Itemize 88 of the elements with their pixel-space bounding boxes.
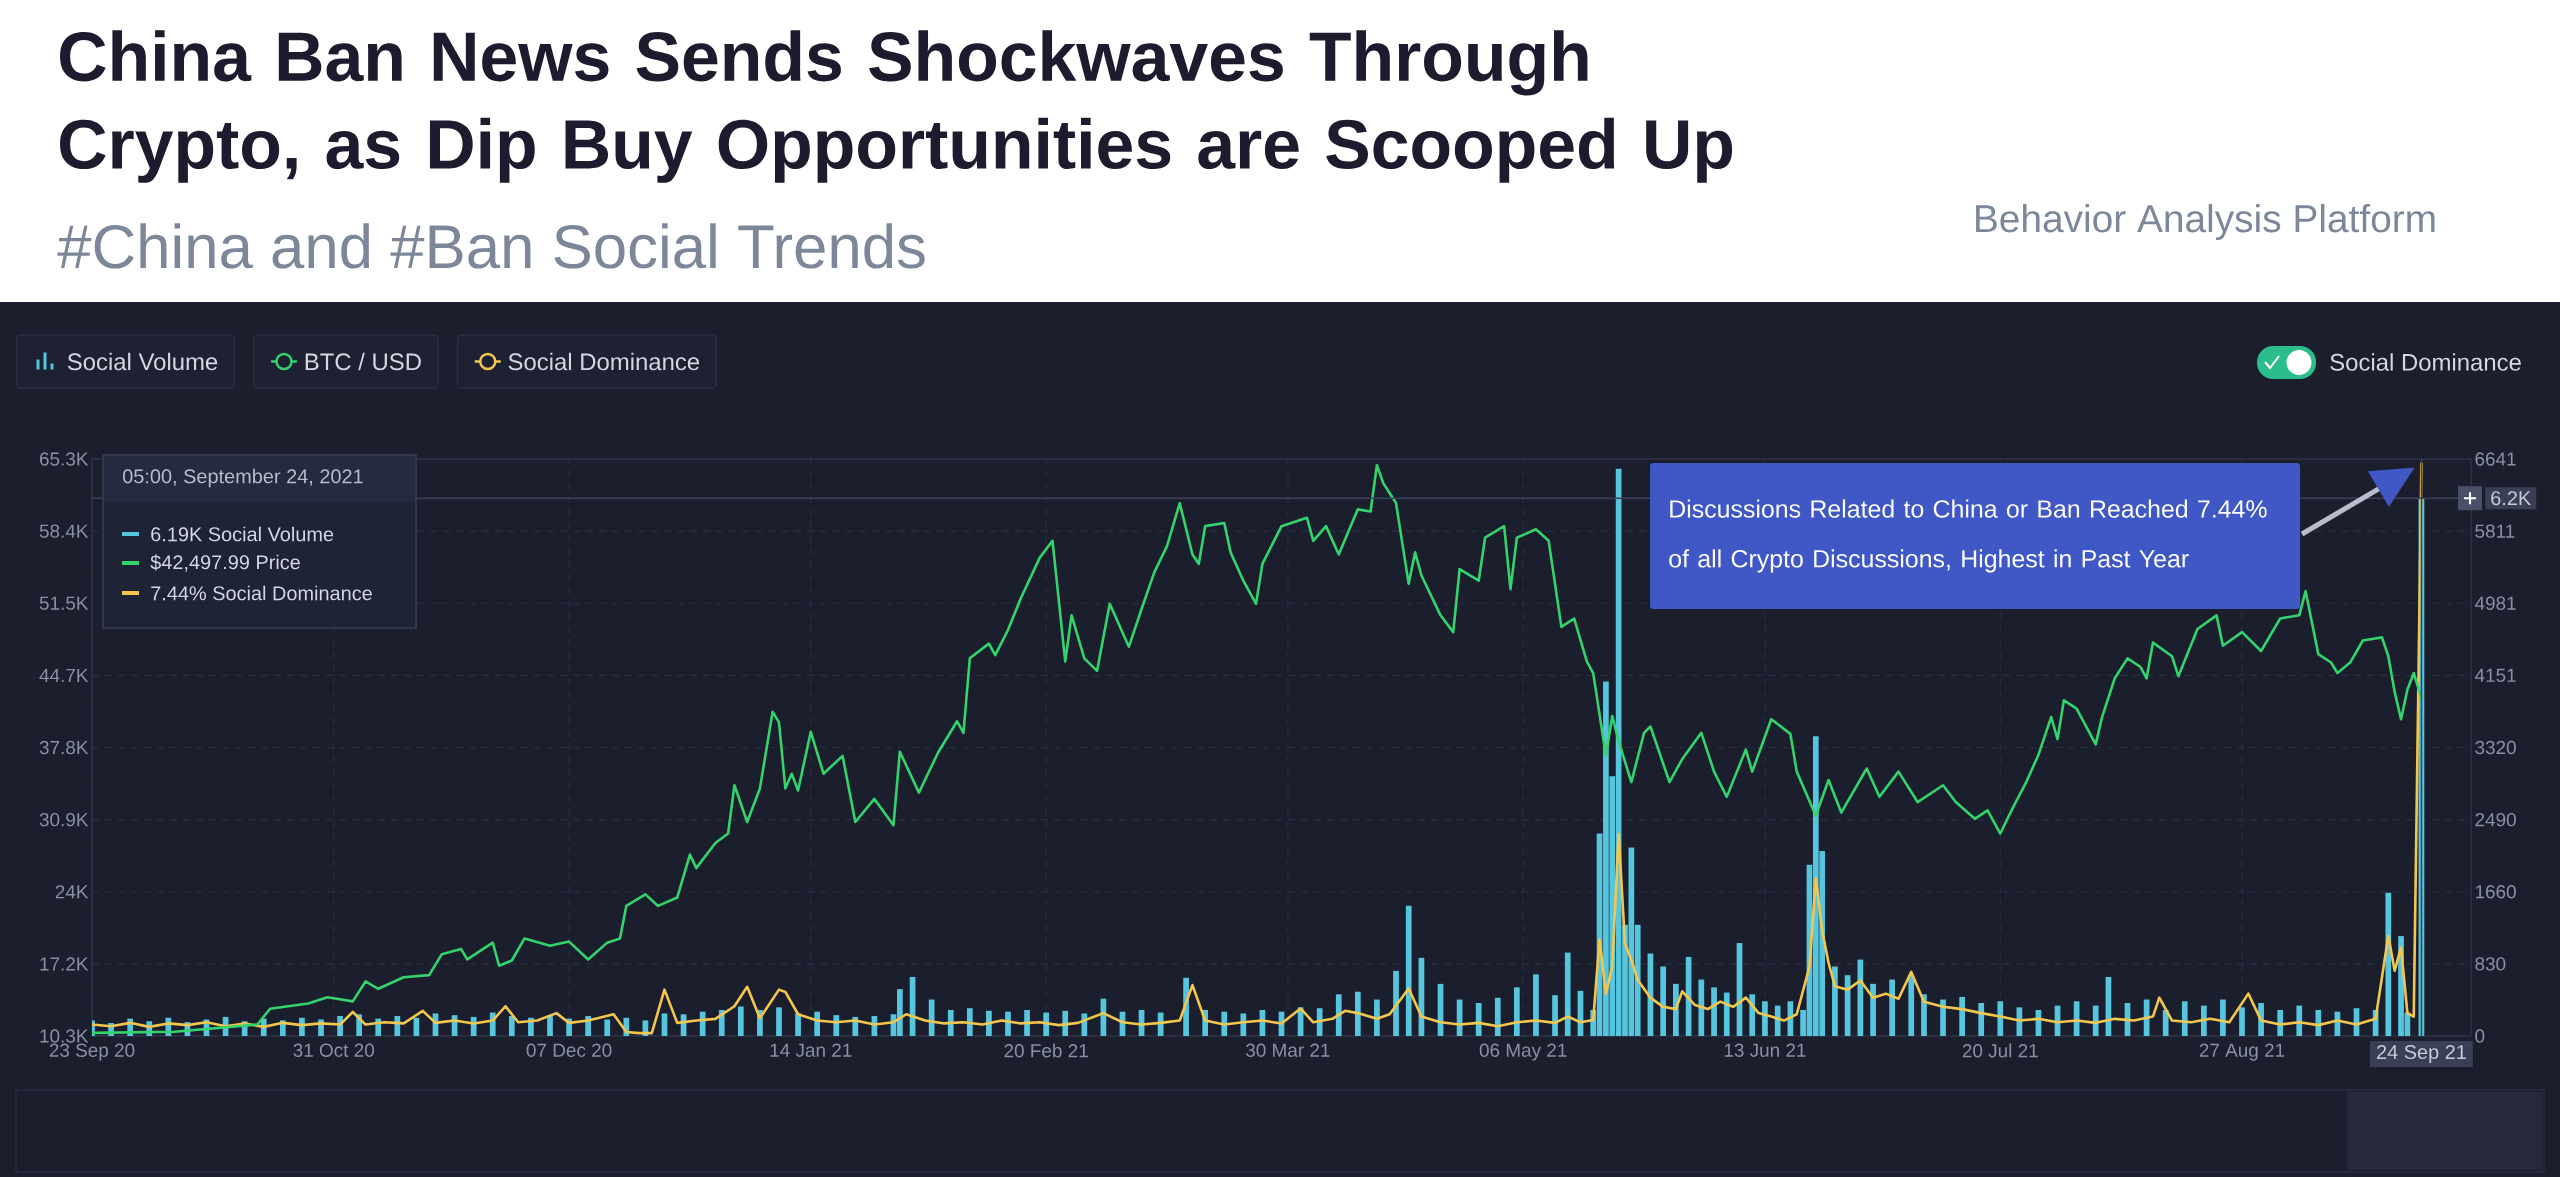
y-tick-label: 10.3K (40, 1029, 89, 1043)
y-tick-label: 37.8K (39, 740, 89, 755)
bar (1959, 996, 1965, 1037)
legend-label: Social Volume (67, 352, 218, 371)
x-tick-label: 13 Jun 21 (1724, 1043, 1806, 1057)
x-tick-label: 20 Feb 21 (1004, 1043, 1088, 1058)
bar (2296, 1005, 2303, 1037)
y-tick-label: 17.2K (40, 957, 89, 971)
ref-line-label: 24 Sep 21 (2377, 1045, 2466, 1064)
bar (1335, 994, 1342, 1037)
text: Behavior Analysis Platform (1976, 203, 2435, 241)
y2-tick-label: 2490 (2475, 812, 2516, 827)
bar (2181, 1001, 2188, 1037)
bar (1997, 1001, 2004, 1037)
bar (1552, 995, 1558, 1037)
bar (508, 1016, 515, 1037)
bar (1723, 992, 1730, 1037)
bar (1832, 966, 1838, 1037)
annotation: 6.19K Social Volume (151, 526, 334, 542)
x-tick-label: 31 Oct 20 (293, 1043, 374, 1057)
bar (1857, 959, 1864, 1037)
annotation: 7.44% Social Dominance (151, 585, 372, 601)
bar (1889, 979, 1896, 1037)
bar (1774, 1005, 1781, 1037)
bar (1564, 952, 1571, 1037)
bar (1494, 997, 1501, 1037)
y2-tick-label: 0 (2475, 1029, 2485, 1043)
bar (928, 999, 935, 1037)
bar (2092, 1005, 2099, 1037)
x-tick-label: 30 Mar 21 (1245, 1043, 1330, 1057)
bar (604, 1019, 611, 1037)
bar (1374, 999, 1380, 1037)
bar (547, 1015, 553, 1037)
bar (1533, 974, 1539, 1037)
x-tick-label: 14 Jan 21 (770, 1043, 852, 1057)
bar (776, 1007, 782, 1037)
bar (1673, 983, 1679, 1037)
bar (2220, 999, 2226, 1037)
y2-tick-label: 3320 (2475, 740, 2516, 755)
y-tick-label: 58.4K (39, 524, 89, 538)
bar (2162, 1009, 2169, 1037)
bar (966, 1008, 973, 1037)
y-tick-label: 30.9K (39, 812, 89, 827)
bar (1698, 979, 1705, 1037)
bar (2239, 1007, 2245, 1037)
bar (1316, 1008, 1323, 1037)
y2-tick-label: 4151 (2474, 668, 2516, 682)
bar (2200, 1005, 2207, 1037)
y-tick-label: 44.7K (39, 668, 89, 682)
annotation: $42,497.99 Price (150, 554, 300, 572)
x-tick-label: 06 May 21 (1479, 1043, 1567, 1061)
ref-line-label: 6.2K (2491, 491, 2531, 506)
y-tick-label: 51.5K (39, 596, 89, 610)
bar (1921, 994, 1927, 1037)
bar (1908, 975, 1915, 1037)
bar (1475, 1003, 1482, 1037)
bar (2385, 892, 2392, 1037)
x-tick-label: 27 Aug 21 (2199, 1043, 2285, 1061)
bar (1405, 905, 1412, 1037)
chart-title: China Ban News Sends Shockwaves Through Crypto, as Dip Buy Opportunities are Scooped Up (60, 30, 1733, 183)
text: Social Dominance (2330, 353, 2521, 371)
bar (737, 1006, 744, 1037)
legend-label: Social Dominance (508, 352, 700, 371)
bar (1514, 987, 1520, 1037)
y2-tick-label: 4981 (2474, 596, 2516, 610)
x-tick-label: 07 Dec 20 (526, 1043, 612, 1057)
y2-tick-label: 6641 (2475, 452, 2516, 466)
bar (1711, 987, 1717, 1037)
y-tick-label: 65.3K (39, 452, 89, 466)
y2-tick-label: 830 (2475, 957, 2506, 971)
bar (1660, 966, 1667, 1037)
annotation: 05:00, September 24, 2021 (122, 468, 363, 488)
bar (795, 1013, 801, 1037)
y2-tick-label: 5811 (2475, 524, 2515, 538)
y2-tick-label: 1660 (2475, 885, 2516, 899)
x-tick-label: 23 Sep 20 (49, 1043, 135, 1061)
bar (1870, 983, 1876, 1037)
chart-subtitle: #China and #Ban Social Trends (57, 223, 925, 269)
bar (1940, 999, 1946, 1037)
bar (1393, 970, 1399, 1037)
x-tick-label: 20 Jul 21 (1962, 1043, 2038, 1058)
y-tick-label: 24K (55, 885, 89, 899)
bar (1978, 1003, 1985, 1037)
bar (1354, 991, 1361, 1037)
bar (2315, 1009, 2322, 1037)
legend-label: BTC / USD (305, 352, 421, 371)
bar (1762, 1001, 1768, 1037)
text: Discussions Related to China or Ban Reached 7.44% of all Crypto Discussions, Highest in Past Year (1669, 499, 2267, 573)
